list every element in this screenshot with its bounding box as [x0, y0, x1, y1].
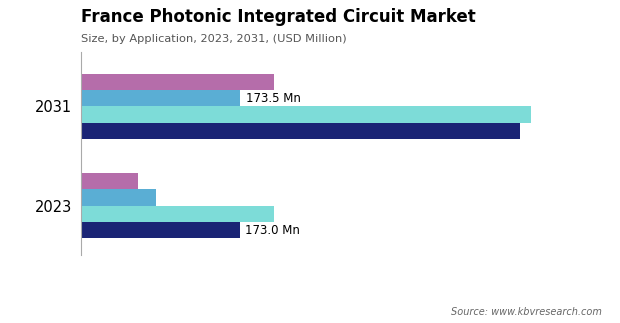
Bar	[81, 106, 531, 123]
Bar	[81, 173, 138, 189]
Bar	[81, 189, 156, 205]
Bar	[81, 90, 240, 106]
Text: France Photonic Integrated Circuit Market: France Photonic Integrated Circuit Marke…	[81, 8, 476, 26]
Bar	[81, 123, 520, 139]
Text: Source: www.kbvresearch.com: Source: www.kbvresearch.com	[451, 307, 601, 317]
Bar	[81, 222, 239, 238]
Bar	[81, 205, 273, 222]
Text: 173.5 Mn: 173.5 Mn	[246, 92, 301, 105]
Text: 173.0 Mn: 173.0 Mn	[245, 224, 300, 237]
Bar	[81, 74, 273, 90]
Text: Size, by Application, 2023, 2031, (USD Million): Size, by Application, 2023, 2031, (USD M…	[81, 34, 346, 44]
